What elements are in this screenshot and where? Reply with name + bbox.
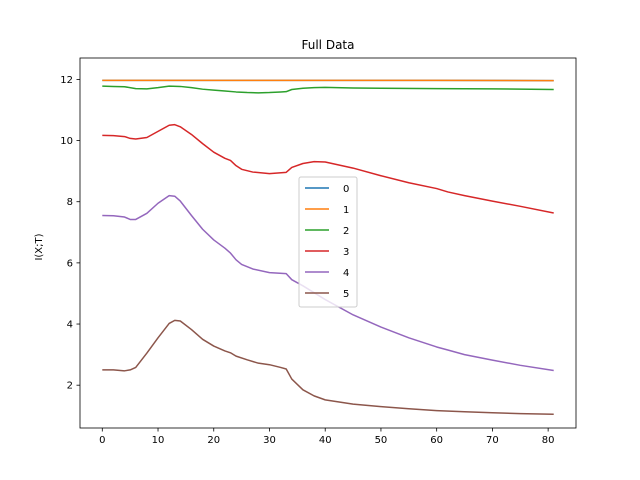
y-tick-label-8: 8 bbox=[67, 197, 73, 208]
x-tick-label-10: 10 bbox=[152, 435, 165, 446]
legend-label-3: 3 bbox=[343, 247, 349, 258]
series-line-3 bbox=[102, 123, 554, 214]
y-axis-label: I(X;T) bbox=[34, 233, 45, 260]
y-tick-label-10: 10 bbox=[60, 136, 73, 147]
legend-label-0: 0 bbox=[343, 184, 349, 195]
legend: 0 1 2 3 4 5 bbox=[298, 176, 358, 308]
y-tick-label-6: 6 bbox=[67, 258, 73, 269]
y-tick-label-2: 2 bbox=[67, 381, 73, 392]
series-line-5 bbox=[102, 319, 554, 415]
x-tick-label-80: 80 bbox=[542, 435, 555, 446]
legend-label-4: 4 bbox=[343, 268, 349, 279]
x-tick-label-70: 70 bbox=[486, 435, 499, 446]
legend-label-1: 1 bbox=[343, 205, 349, 216]
x-tick-label-20: 20 bbox=[207, 435, 220, 446]
x-tick-label-40: 40 bbox=[319, 435, 332, 446]
axes-frame bbox=[79, 57, 577, 429]
series-line-4 bbox=[102, 194, 554, 372]
series-line-2 bbox=[102, 85, 554, 94]
series-layer bbox=[102, 79, 554, 415]
x-tick-label-50: 50 bbox=[375, 435, 388, 446]
x-tick-label-60: 60 bbox=[430, 435, 443, 446]
x-tick-label-0: 0 bbox=[99, 435, 105, 446]
x-tick-label-30: 30 bbox=[263, 435, 276, 446]
legend-label-2: 2 bbox=[343, 226, 349, 237]
legend-label-5: 5 bbox=[343, 289, 349, 300]
y-tick-label-4: 4 bbox=[67, 320, 73, 331]
y-tick-label-12: 12 bbox=[60, 75, 73, 86]
chart-title: Full Data bbox=[302, 38, 355, 52]
legend-frame bbox=[298, 176, 358, 308]
